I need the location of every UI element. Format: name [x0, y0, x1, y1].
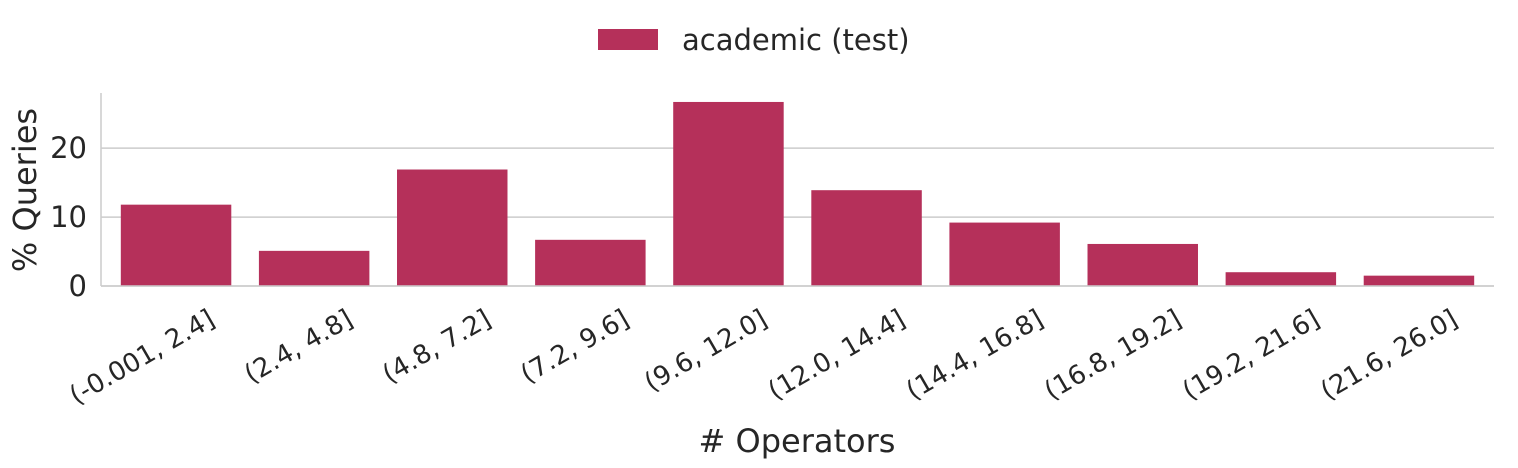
y-tick-label: 10: [50, 200, 87, 234]
x-tick-label: (16.8, 19.2]: [1039, 304, 1186, 406]
bars: [120, 101, 1475, 286]
bar: [949, 222, 1060, 286]
x-tick-label: (7.2, 9.6]: [516, 304, 635, 390]
bar: [811, 190, 922, 286]
x-tick-label: (19.2, 21.6]: [1178, 304, 1325, 406]
x-axis-label: # Operators: [699, 422, 896, 460]
bar: [1363, 275, 1475, 286]
x-tick-label: (9.6, 12.0]: [640, 304, 773, 398]
bar: [535, 239, 646, 286]
x-tick-label: (-0.001, 2.4]: [65, 304, 220, 411]
bar: [258, 250, 370, 286]
legend-label: academic (test): [682, 23, 910, 57]
y-axis-label: % Queries: [6, 108, 44, 272]
bar: [673, 101, 784, 286]
legend: academic (test): [598, 23, 910, 57]
x-tick-label: (2.4, 4.8]: [240, 304, 359, 390]
bar: [1087, 243, 1198, 286]
x-tick-label: (4.8, 7.2]: [378, 304, 497, 390]
bar: [1225, 272, 1337, 286]
y-tick-label: 20: [50, 131, 87, 165]
legend-swatch: [598, 29, 658, 50]
bar: [397, 169, 508, 286]
y-tick-label: 0: [69, 269, 87, 303]
x-tick-label: (21.6, 26.0]: [1316, 304, 1463, 406]
x-tick-label: (14.4, 16.8]: [901, 304, 1048, 406]
bar: [120, 204, 232, 286]
x-tick-label: (12.0, 14.4]: [763, 304, 910, 406]
y-tick-labels: 0 10 20: [50, 131, 87, 303]
x-tick-labels: (-0.001, 2.4] (2.4, 4.8] (4.8, 7.2] (7.2, 9…: [65, 304, 1463, 411]
